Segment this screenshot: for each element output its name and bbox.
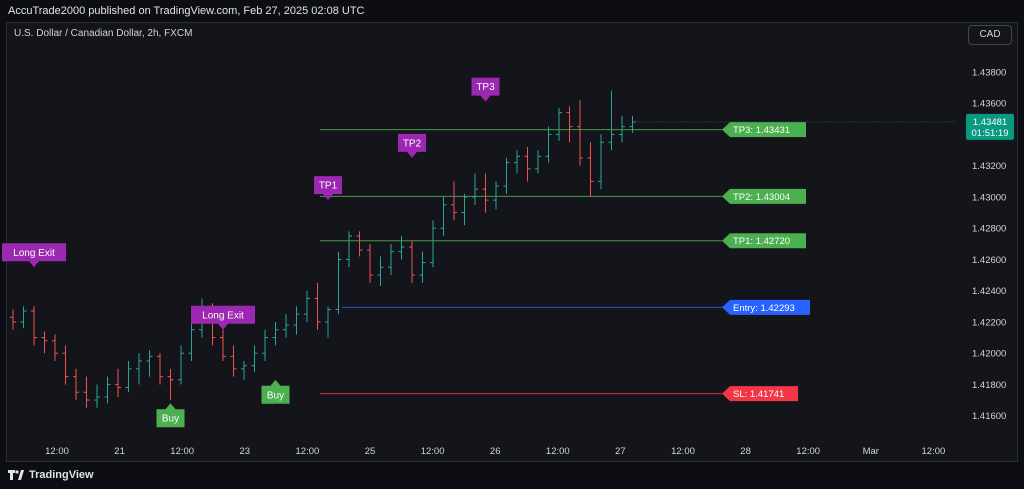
published-header: AccuTrade2000 published on TradingView.c… (0, 0, 1024, 22)
x-tick-label: 12:00 (421, 446, 445, 457)
x-tick-label: 25 (365, 446, 376, 457)
signal-label-text: TP2 (403, 138, 422, 149)
x-tick-label: 12:00 (170, 446, 194, 457)
y-tick-label: 1.41800 (972, 380, 1006, 391)
y-tick-label: 1.43800 (972, 67, 1006, 78)
x-tick-label: 21 (114, 446, 125, 457)
x-tick-label: 12:00 (796, 446, 820, 457)
level-label-sl (722, 386, 798, 402)
tradingview-logo-icon (8, 469, 24, 481)
x-tick-label: 12:00 (45, 446, 69, 457)
level-label-text: TP2: 1.43004 (733, 192, 790, 203)
level-label-text: TP3: 1.43431 (733, 125, 790, 136)
signal-label-long-exit (191, 305, 255, 330)
level-label-tp2 (722, 188, 806, 204)
signal-label-text: Buy (162, 414, 179, 425)
countdown-text: 01:51:19 (972, 128, 1009, 139)
symbol-title: U.S. Dollar / Canadian Dollar, 2h, FXCM (14, 28, 193, 39)
x-tick-label: 12:00 (922, 446, 946, 457)
y-tick-label: 1.43600 (972, 99, 1006, 110)
level-label-tp3 (722, 122, 806, 138)
signal-label-text: TP1 (319, 181, 338, 192)
x-tick-label: 12:00 (296, 446, 320, 457)
level-label-text: SL: 1.41741 (733, 389, 784, 400)
currency-button[interactable]: CAD (968, 25, 1012, 45)
y-tick-label: 1.42600 (972, 255, 1006, 266)
last-price-badge (966, 113, 1014, 140)
y-tick-label: 1.42200 (972, 317, 1006, 328)
signal-label-tp2 (398, 133, 426, 158)
footer: TradingView (0, 464, 1024, 489)
y-tick-label: 1.42400 (972, 286, 1006, 297)
last-price-text: 1.43481 (973, 117, 1007, 128)
signal-label-tp1 (314, 176, 342, 201)
signal-label-text: Long Exit (202, 310, 244, 321)
y-tick-label: 1.43200 (972, 161, 1006, 172)
signal-label-buy (261, 379, 290, 404)
signal-label-text: Buy (267, 390, 284, 401)
x-tick-label: 28 (740, 446, 751, 457)
y-tick-label: 1.42800 (972, 224, 1006, 235)
x-tick-label: 23 (240, 446, 251, 457)
tradingview-brand-label: TradingView (29, 469, 94, 481)
level-label-text: TP1: 1.42720 (733, 236, 790, 247)
chart-panel[interactable] (6, 22, 1018, 462)
y-tick-label: 1.42000 (972, 349, 1006, 360)
y-tick-label: 1.43000 (972, 192, 1006, 203)
signal-label-buy (156, 403, 185, 428)
x-tick-label: 27 (615, 446, 626, 457)
level-label-text: Entry: 1.42293 (733, 303, 795, 314)
y-tick-label: 1.41600 (972, 411, 1006, 422)
x-tick-label: 12:00 (546, 446, 570, 457)
signal-label-text: TP3 (476, 82, 495, 93)
level-label-entry (722, 299, 810, 315)
x-tick-label: 26 (490, 446, 501, 457)
signal-label-tp3 (471, 77, 500, 102)
level-label-tp1 (722, 233, 806, 249)
x-tick-label: Mar (863, 446, 879, 457)
x-tick-label: 12:00 (671, 446, 695, 457)
signal-label-text: Long Exit (13, 248, 55, 259)
tradingview-logo[interactable]: TradingView (8, 469, 94, 481)
signal-label-long-exit (2, 243, 66, 268)
